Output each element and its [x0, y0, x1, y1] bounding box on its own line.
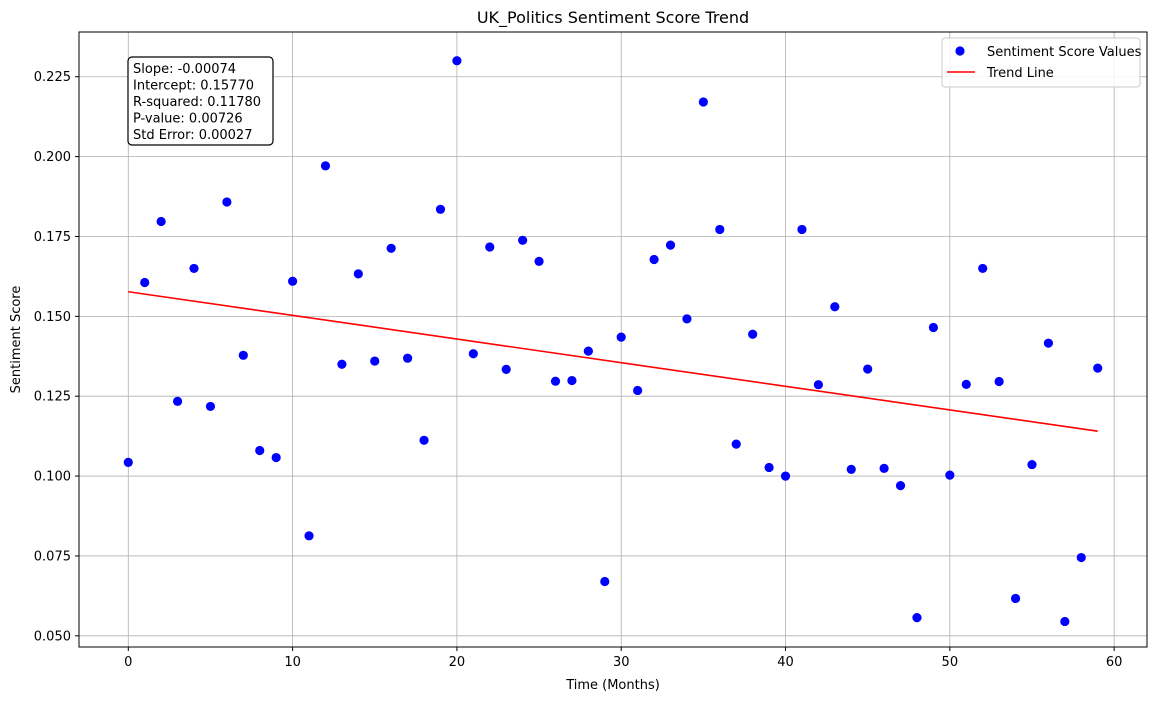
y-axis-label: Sentiment Score [9, 286, 24, 394]
data-point [797, 224, 807, 235]
data-point [1093, 363, 1103, 373]
data-point [731, 439, 741, 449]
data-point [1027, 459, 1037, 470]
legend-frame [941, 37, 1141, 88]
x-tick-label: 30 [613, 655, 630, 670]
data-point [271, 452, 281, 463]
data-point [501, 364, 511, 374]
x-tick-label: 60 [1106, 655, 1123, 670]
legend-label-trend: Trend Line [986, 66, 1054, 81]
data-point [403, 353, 413, 363]
data-point [205, 401, 216, 412]
x-tick-label: 50 [942, 655, 959, 670]
data-point [320, 161, 331, 171]
data-point [189, 263, 199, 274]
stats-annotation-box: Slope: -0.00074 Intercept: 0.15770R-squar… [127, 56, 274, 146]
data-point [830, 302, 840, 312]
y-tick-label: 0.175 [34, 230, 71, 245]
stats-line: Intercept: 0.15770 [133, 79, 254, 94]
data-point [370, 356, 380, 366]
data-point [123, 457, 133, 467]
y-tick-label: 0.150 [34, 310, 71, 325]
x-tick-label: 10 [284, 655, 301, 670]
data-point [846, 464, 856, 474]
data-point [764, 462, 774, 473]
legend: Sentiment Score Values Trend Line [941, 37, 1142, 88]
data-point [813, 380, 823, 390]
x-axis: 0 10 20 30 40 50 60 [124, 647, 1122, 670]
trend-line [128, 290, 1098, 433]
data-point [468, 349, 478, 359]
data-point [550, 376, 561, 386]
y-tick-label: 0.050 [34, 629, 71, 644]
plot-frame [78, 31, 1148, 648]
data-point [353, 269, 363, 279]
data-point [304, 531, 314, 541]
data-point [140, 277, 150, 288]
legend-marker-scatter [955, 46, 965, 56]
data-point [698, 97, 708, 107]
data-point [518, 235, 528, 245]
y-tick-label: 0.075 [34, 549, 71, 564]
data-point [895, 481, 906, 491]
data-point [386, 243, 396, 253]
data-point [435, 204, 446, 214]
data-point [863, 364, 873, 374]
data-point [288, 276, 298, 286]
y-axis: 0.050 0.075 0.100 0.125 0.150 0.175 0.200 0.225 [34, 70, 79, 644]
data-point [156, 216, 166, 227]
data-point [222, 197, 232, 207]
y-tick-label: 0.100 [34, 470, 71, 485]
data-point [567, 375, 577, 386]
data-point [633, 385, 643, 396]
data-point [485, 242, 495, 252]
data-point [1043, 338, 1054, 348]
trend-line-layer [128, 290, 1098, 433]
y-tick-label: 0.200 [34, 150, 71, 165]
data-point [682, 314, 692, 324]
data-point [994, 376, 1004, 387]
x-tick-label: 0 [124, 655, 132, 670]
data-point [534, 256, 544, 266]
data-point [945, 470, 955, 480]
y-tick-label: 0.225 [34, 70, 71, 85]
stats-line: R-squared: 0.11780 [133, 95, 261, 110]
grid [79, 32, 1147, 647]
x-tick-label: 20 [449, 655, 466, 670]
data-point [600, 576, 610, 587]
data-point [452, 56, 462, 66]
data-point [879, 463, 889, 474]
x-axis-label: Time (Months) [565, 678, 660, 693]
data-point [419, 435, 429, 445]
stats-line: Std Error: 0.00027 [133, 128, 252, 143]
data-point [238, 350, 248, 360]
data-point [978, 263, 988, 274]
data-point [961, 379, 971, 389]
data-point [1060, 616, 1070, 627]
stats-line: Slope: -0.00074 [133, 62, 236, 77]
data-point [665, 240, 676, 250]
stats-box-frame [127, 56, 274, 146]
data-point [172, 396, 183, 406]
legend-label-scatter: Sentiment Score Values [987, 45, 1142, 60]
y-tick-label: 0.125 [34, 390, 71, 405]
x-tick-label: 40 [777, 655, 794, 670]
stats-line: P-value: 0.00726 [133, 112, 243, 127]
data-point [1076, 552, 1086, 563]
data-point [715, 224, 725, 235]
chart-title: UK_Politics Sentiment Score Trend [477, 8, 749, 28]
data-point [748, 329, 758, 339]
data-point [337, 359, 347, 369]
data-point [1010, 593, 1021, 604]
data-point [780, 471, 791, 481]
data-point [255, 445, 265, 456]
data-point [928, 322, 939, 333]
data-point [583, 346, 593, 356]
data-points [123, 56, 1103, 627]
data-point [912, 613, 922, 623]
data-point [616, 332, 626, 342]
data-point [649, 254, 659, 265]
